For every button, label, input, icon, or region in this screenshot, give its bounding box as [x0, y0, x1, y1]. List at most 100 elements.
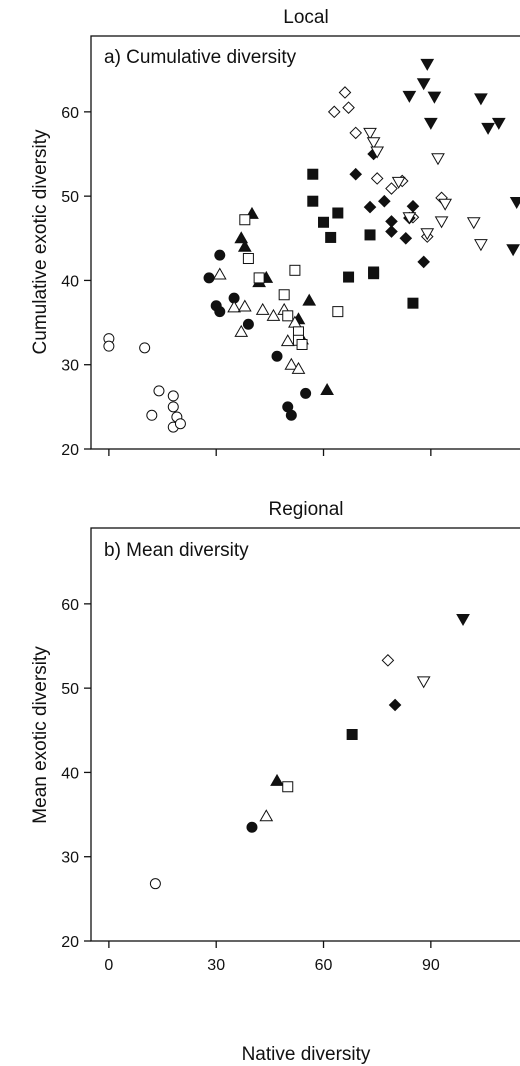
- point-a-triangle-down-open-6: [431, 153, 445, 166]
- point-a-circle-filled-6: [271, 350, 283, 362]
- plot-frame-b: [90, 527, 520, 942]
- point-a-triangle-up-open-8: [284, 357, 299, 370]
- point-a-triangle-up-filled-1: [234, 231, 249, 244]
- point-a-diamond-open-3: [349, 126, 363, 140]
- point-a-circle-filled-8: [285, 409, 297, 421]
- point-a-circle-open-3: [153, 385, 165, 397]
- point-a-square-filled-0: [307, 168, 319, 180]
- x-tick-label-b-30: 30: [207, 957, 225, 974]
- point-a-triangle-down-filled-3: [427, 91, 442, 104]
- point-a-triangle-down-filled-4: [423, 117, 438, 130]
- y-tick-label-b-50: 50: [61, 681, 79, 698]
- point-a-square-filled-6: [364, 229, 376, 241]
- point-a-square-filled-2: [318, 216, 330, 228]
- point-a-triangle-down-open-4: [402, 212, 417, 225]
- point-a-circle-open-9: [174, 418, 186, 430]
- point-a-diamond-open-1: [338, 86, 352, 99]
- plot-frame-a: [90, 35, 520, 450]
- x-tick-label-b-90: 90: [422, 957, 440, 974]
- panel-regional: Regional b) Mean diversity Mean exotic d…: [30, 499, 520, 1065]
- y-tick-label-a-40: 40: [61, 273, 79, 290]
- point-a-triangle-up-open-7: [280, 334, 295, 347]
- point-a-triangle-down-open-9: [466, 217, 481, 230]
- point-a-triangle-down-open-2: [370, 146, 385, 159]
- point-b-square-filled-0: [346, 729, 358, 740]
- point-a-diamond-filled-5: [385, 225, 398, 238]
- point-b-square-open-0: [282, 781, 294, 793]
- point-a-triangle-down-open-10: [474, 239, 488, 252]
- point-a-square-open-2: [253, 272, 265, 284]
- point-a-triangle-up-open-2: [234, 324, 249, 337]
- y-tick-label-a-20: 20: [61, 442, 79, 459]
- point-a-triangle-up-open-9: [291, 361, 306, 374]
- point-b-circle-filled-0: [246, 821, 258, 833]
- y-axis-label-b: Mean exotic diversity: [30, 646, 51, 824]
- point-a-square-filled-3: [325, 231, 337, 243]
- point-a-square-filled-5: [343, 271, 355, 283]
- point-a-diamond-open-0: [327, 105, 341, 119]
- point-a-triangle-down-open-5: [420, 228, 435, 241]
- x-tick-label-b-60: 60: [315, 957, 333, 974]
- panel-header-local: Local: [283, 7, 328, 28]
- point-a-circle-open-7: [146, 409, 158, 421]
- point-a-triangle-down-filled-1: [416, 78, 431, 91]
- x-axis-label: Native diversity: [242, 1044, 371, 1065]
- axes-a: 20 30 40 50 60: [61, 105, 432, 459]
- point-b-triangle-up-open-0: [259, 809, 274, 822]
- y-axis-label-a: Cumulative exotic diversity: [30, 129, 51, 354]
- point-a-triangle-up-open-1: [227, 300, 241, 313]
- points-b: [149, 614, 470, 890]
- point-b-diamond-filled-0: [388, 698, 402, 712]
- point-a-circle-open-5: [167, 401, 179, 413]
- point-b-triangle-up-filled-0: [270, 773, 284, 786]
- point-a-circle-filled-1: [214, 249, 226, 261]
- point-b-diamond-open-0: [381, 654, 395, 667]
- point-a-triangle-down-open-1: [366, 137, 381, 150]
- points-a: [103, 58, 520, 433]
- point-a-triangle-up-filled-2: [237, 239, 252, 252]
- point-a-circle-open-2: [139, 342, 151, 354]
- point-a-triangle-down-filled-5: [474, 93, 488, 106]
- point-a-diamond-filled-6: [399, 231, 413, 245]
- point-a-circle-filled-5: [242, 318, 254, 330]
- point-a-square-open-8: [296, 338, 308, 350]
- panel-local: Local a) Cumulative diversity Cumulative…: [30, 7, 520, 459]
- point-a-square-open-9: [332, 306, 344, 318]
- point-a-triangle-up-open-3: [237, 299, 252, 312]
- y-tick-label-b-40: 40: [61, 765, 79, 782]
- point-a-triangle-down-open-8: [438, 198, 453, 211]
- point-a-triangle-up-open-5: [266, 308, 281, 321]
- point-a-triangle-down-filled-6: [481, 122, 495, 135]
- point-a-triangle-down-filled-8: [509, 197, 520, 210]
- x-tick-label-b-0: 0: [104, 957, 113, 974]
- point-a-triangle-down-filled-7: [491, 117, 506, 130]
- point-a-diamond-filled-8: [406, 199, 420, 213]
- point-b-triangle-down-open-0: [416, 676, 431, 689]
- y-tick-label-b-30: 30: [61, 850, 79, 867]
- point-a-triangle-up-open-4: [255, 302, 270, 315]
- point-a-square-open-0: [239, 214, 251, 226]
- panel-title-a: a) Cumulative diversity: [104, 47, 297, 68]
- point-a-diamond-open-5: [385, 182, 398, 195]
- point-a-triangle-down-filled-2: [420, 58, 435, 71]
- point-a-triangle-down-filled-0: [402, 90, 417, 103]
- y-tick-label-a-60: 60: [61, 105, 79, 122]
- y-tick-label-a-30: 30: [61, 358, 79, 375]
- point-a-triangle-down-open-3: [391, 176, 406, 189]
- point-a-circle-open-4: [167, 390, 179, 402]
- point-a-diamond-filled-0: [349, 167, 363, 181]
- point-a-triangle-down-open-7: [434, 216, 449, 229]
- point-a-square-open-1: [242, 253, 254, 265]
- panel-header-regional: Regional: [269, 499, 344, 520]
- point-a-square-open-4: [289, 264, 301, 276]
- point-a-diamond-filled-3: [378, 194, 391, 208]
- panel-title-b: b) Mean diversity: [104, 540, 249, 561]
- axes-b: 20 30 40 50 60 0 30 60 90: [61, 597, 440, 974]
- y-tick-label-b-60: 60: [61, 597, 79, 614]
- point-a-square-filled-4: [332, 207, 344, 219]
- y-tick-label-b-20: 20: [61, 934, 79, 951]
- point-a-square-filled-1: [307, 195, 319, 207]
- point-a-circle-filled-9: [300, 387, 312, 399]
- point-a-square-open-3: [278, 289, 290, 301]
